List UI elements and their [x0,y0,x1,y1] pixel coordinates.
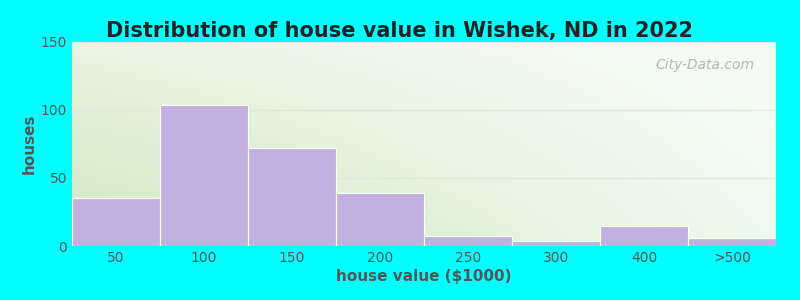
Bar [512,241,600,246]
Bar [248,148,336,246]
X-axis label: house value ($1000): house value ($1000) [336,269,512,284]
Bar [160,105,248,246]
Text: City-Data.com: City-Data.com [656,58,755,72]
Bar [72,198,160,246]
Bar [688,238,776,246]
Text: Distribution of house value in Wishek, ND in 2022: Distribution of house value in Wishek, N… [106,21,694,41]
Y-axis label: houses: houses [22,114,37,174]
Bar [336,193,424,246]
Bar [424,236,512,246]
Bar [600,226,688,246]
